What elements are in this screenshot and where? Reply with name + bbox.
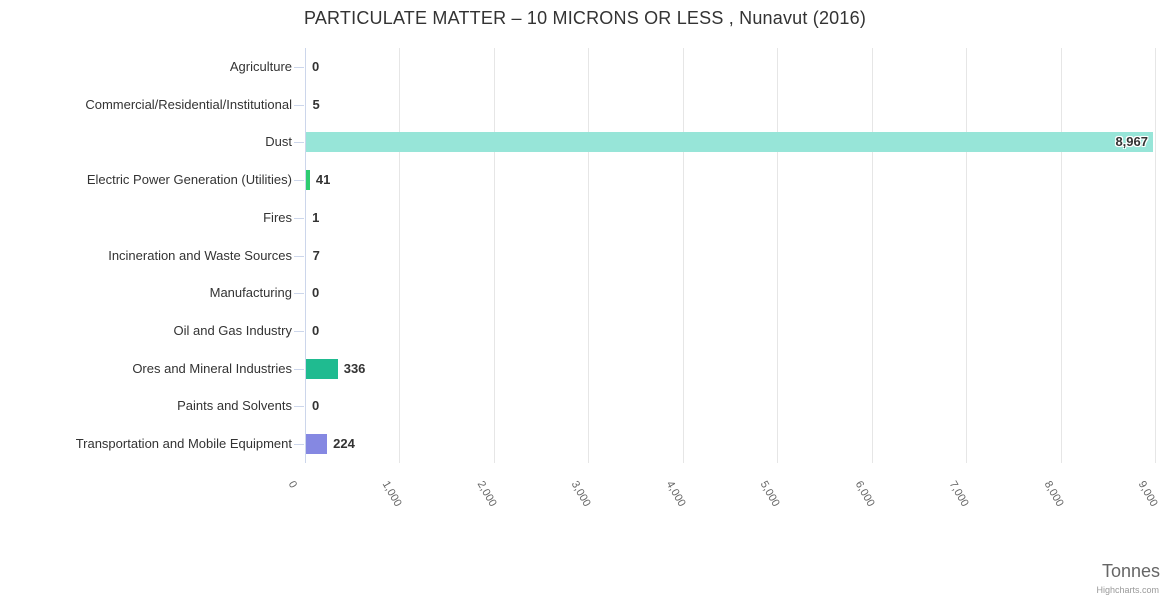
category-label: Manufacturing <box>209 285 292 301</box>
bar-value-label: 41 <box>315 172 331 188</box>
gridline <box>871 48 873 463</box>
x-axis-title: Tonnes <box>1101 561 1160 581</box>
gridline <box>1155 48 1156 463</box>
bar[interactable] <box>306 170 310 191</box>
bar-value-label: 8,967 <box>1115 134 1148 150</box>
bar[interactable] <box>306 358 338 379</box>
bar-value-label: 336 <box>343 360 366 376</box>
category-label: Transportation and Mobile Equipment <box>75 436 292 452</box>
category-label: Oil and Gas Industry <box>173 322 293 338</box>
x-axis-tick-label: 4,000 <box>663 479 688 509</box>
highcharts-credits-link[interactable]: Highcharts.com <box>1096 585 1159 595</box>
bar[interactable] <box>306 434 327 455</box>
category-label: Ores and Mineral Industries <box>132 360 292 376</box>
bar-value-label: 7 <box>312 247 320 263</box>
x-axis-tick-label: 1,000 <box>380 479 405 509</box>
x-axis-tick-label: 0 <box>285 479 300 491</box>
category-label: Commercial/Residential/Institutional <box>85 96 292 112</box>
category-tick-mark <box>294 256 304 257</box>
category-tick-mark <box>294 369 304 370</box>
gridline <box>777 48 779 463</box>
gridline <box>588 48 590 463</box>
gridline <box>399 48 401 463</box>
category-tick-mark <box>294 293 304 294</box>
bar-value-label: 5 <box>312 96 320 112</box>
category-label: Fires <box>263 209 292 225</box>
gridline <box>493 48 495 463</box>
category-label: Electric Power Generation (Utilities) <box>86 172 292 188</box>
x-axis-tick-label: 7,000 <box>946 479 971 509</box>
bar-value-label: 0 <box>312 58 320 74</box>
bar-value-label: 0 <box>312 322 320 338</box>
category-tick-mark <box>294 142 304 143</box>
category-label: Paints and Solvents <box>177 398 292 414</box>
x-axis-tick-label: 3,000 <box>568 479 594 509</box>
gridline <box>682 48 684 463</box>
bar[interactable] <box>306 132 1153 153</box>
category-tick-mark <box>294 180 304 181</box>
bar-value-label: 224 <box>333 436 355 452</box>
category-label: Agriculture <box>229 58 292 74</box>
x-axis-tick-label: 5,000 <box>757 479 782 509</box>
gridline <box>1060 48 1062 463</box>
chart-title: PARTICULATE MATTER – 10 MICRONS OR LESS … <box>303 8 867 28</box>
x-axis-tick-label: 8,000 <box>1041 479 1066 509</box>
category-label: Incineration and Waste Sources <box>108 247 292 263</box>
gridline <box>966 48 968 463</box>
x-axis-tick-label: 2,000 <box>474 479 499 509</box>
category-tick-mark <box>294 218 304 219</box>
category-tick-mark <box>294 105 304 106</box>
x-axis-tick-label: 6,000 <box>852 479 877 509</box>
category-tick-mark <box>294 444 304 445</box>
category-label: Dust <box>265 134 292 150</box>
bar-value-label: 0 <box>312 398 320 414</box>
x-axis-tick-label: 9,000 <box>1135 479 1160 509</box>
category-tick-mark <box>294 67 304 68</box>
y-axis-line <box>305 48 306 463</box>
bar-value-label: 0 <box>312 285 320 301</box>
category-tick-mark <box>294 331 304 332</box>
category-tick-mark <box>294 406 304 407</box>
bar-value-label: 1 <box>312 209 320 225</box>
